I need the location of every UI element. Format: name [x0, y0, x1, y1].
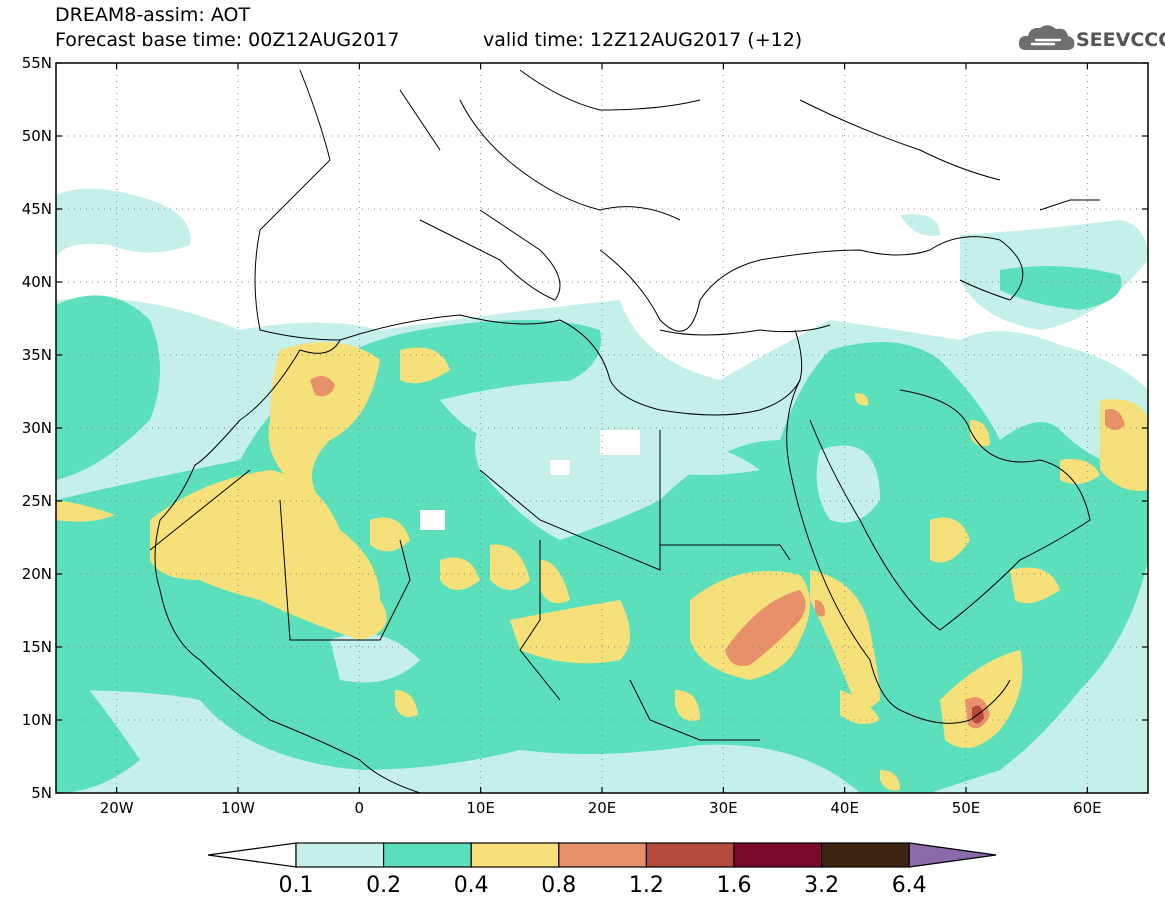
- colorbar-swatch: [470, 842, 560, 868]
- lon-tick-label: 30E: [709, 799, 738, 817]
- colorbar-label: 1.6: [717, 873, 752, 898]
- lat-tick-label: 20N: [22, 565, 52, 583]
- colorbar-label: 0.1: [279, 873, 314, 898]
- colorbar-label: 6.4: [892, 873, 927, 898]
- lat-tick-label: 10N: [22, 711, 52, 729]
- lon-tick-label: 20W: [100, 799, 134, 817]
- coastlines-borders: [149, 69, 1100, 793]
- aot-colorbar: 0.1 0.2 0.4 0.8 1.2 1.6 3.2 6.4: [207, 842, 997, 898]
- colorbar-label: 0.2: [366, 873, 401, 898]
- colorbar-label: 3.2: [804, 873, 839, 898]
- lon-tick-label: 10E: [466, 799, 495, 817]
- latitude-axis: 55N 50N 45N 40N 35N 30N 25N 20N 15N 10N 5N: [22, 54, 1148, 802]
- colorbar-swatch: [645, 842, 735, 868]
- colorbar-low-arrow: [207, 842, 297, 868]
- lat-tick-label: 35N: [22, 346, 52, 364]
- colorbar-label: 1.2: [629, 873, 664, 898]
- logo-text: SEEVCCC: [1076, 29, 1165, 51]
- lat-tick-label: 45N: [22, 200, 52, 218]
- lat-tick-label: 50N: [22, 127, 52, 145]
- lat-tick-label: 5N: [31, 784, 52, 802]
- lon-tick-label: 0: [355, 799, 365, 817]
- lat-tick-label: 15N: [22, 638, 52, 656]
- valid-time: valid time: 12Z12AUG2017 (+12): [483, 29, 803, 51]
- map-title: DREAM8-assim: AOT: [55, 4, 251, 26]
- aot-field: [56, 188, 1148, 793]
- lat-tick-label: 55N: [22, 54, 52, 72]
- colorbar-swatch: [733, 842, 823, 868]
- lon-tick-label: 50E: [952, 799, 981, 817]
- colorbar-swatch: [820, 842, 910, 868]
- lat-lon-grid: [56, 63, 1148, 793]
- colorbar-swatch: [383, 842, 472, 868]
- longitude-axis: 20W 10W 0 10E 20E 30E 40E 50E 60E: [100, 63, 1102, 817]
- lon-tick-label: 60E: [1073, 799, 1102, 817]
- colorbar-high-arrow: [908, 842, 997, 868]
- colorbar-label: 0.4: [454, 873, 489, 898]
- colorbar-label: 0.8: [541, 873, 576, 898]
- lon-tick-label: 20E: [588, 799, 617, 817]
- forecast-times: Forecast base time: 00Z12AUG2017 valid ti…: [55, 29, 802, 51]
- lat-tick-label: 30N: [22, 419, 52, 437]
- lon-tick-label: 40E: [830, 799, 859, 817]
- cloud-logo-icon: [1018, 25, 1075, 50]
- lat-tick-label: 25N: [22, 492, 52, 510]
- seevccc-logo: SEEVCCC: [1018, 22, 1165, 60]
- aot-clear-areas: [330, 380, 880, 683]
- lat-tick-label: 40N: [22, 273, 52, 291]
- base-time: Forecast base time: 00Z12AUG2017: [55, 29, 400, 51]
- colorbar-swatch: [558, 842, 647, 868]
- colorbar-swatch: [295, 842, 385, 868]
- lon-tick-label: 10W: [221, 799, 255, 817]
